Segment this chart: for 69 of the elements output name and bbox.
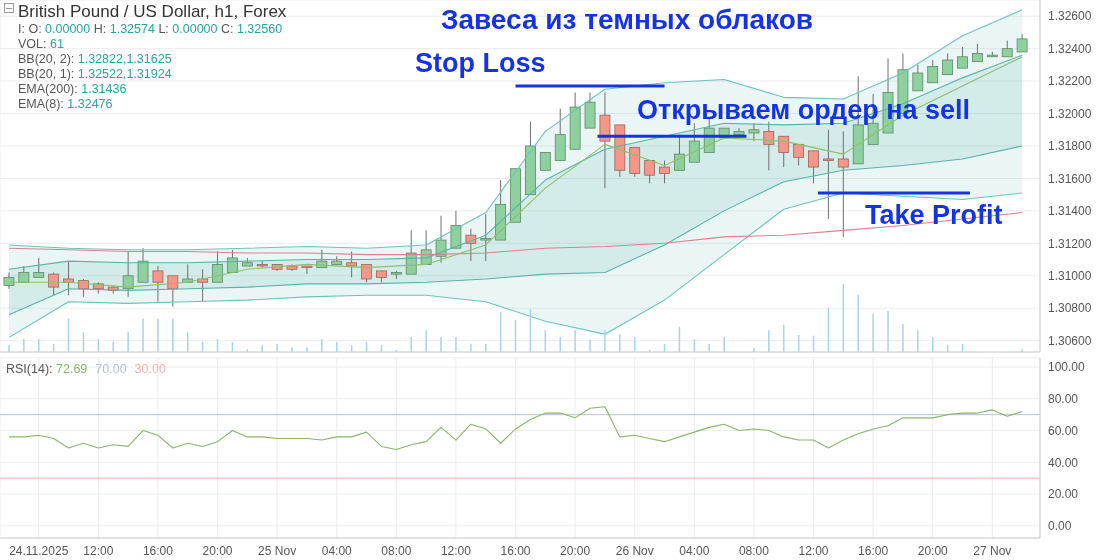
x-tick-label: 20:00: [560, 543, 591, 558]
candlestick: [927, 59, 939, 84]
y-tick-label: 60.00: [1048, 423, 1079, 438]
candlestick: [912, 64, 924, 92]
annotation: BB(20, 2): 1.32822,1.31625: [18, 52, 172, 66]
y-tick-label: 100.00: [1048, 360, 1086, 375]
candlestick: [137, 247, 149, 283]
x-tick-label: 26 Nov: [615, 543, 654, 558]
annotation: EMA(200): 1.31436: [18, 82, 127, 96]
chart-subtitle: Завеса из темных облаков: [440, 4, 814, 36]
y-tick-label: 1.31000: [1048, 269, 1092, 284]
ref-line-label: 30.00: [134, 362, 166, 376]
chart-title: British Pound / US Dollar, h1, Forex: [17, 2, 287, 22]
x-tick-label: 27 Nov: [973, 543, 1012, 558]
x-tick-label: 12:00: [798, 543, 829, 558]
candlestick: [346, 250, 358, 278]
y-tick-label: 1.31400: [1048, 204, 1092, 219]
annotation: BB(20, 1): 1.32522,1.31924: [18, 67, 172, 81]
candlestick: [778, 135, 790, 168]
candlestick: [33, 257, 45, 278]
x-tick-label: 20:00: [917, 543, 949, 558]
candlestick: [63, 260, 74, 296]
y-tick-label: 1.30600: [1048, 333, 1092, 348]
annotation: EMA(8): 1.32476: [18, 97, 113, 111]
y-tick-label: 1.32200: [1048, 74, 1092, 89]
ref-line-label: 70.00: [95, 362, 127, 376]
x-tick-label: 24.11.2025: [9, 543, 69, 558]
y-tick-label: 1.32000: [1048, 106, 1092, 121]
candlestick: [197, 268, 209, 303]
candlestick: [942, 53, 954, 76]
x-tick-label: 12:00: [83, 543, 114, 558]
y-tick-label: 1.32400: [1048, 41, 1092, 56]
candlestick: [301, 265, 313, 275]
annotation: VOL: 61: [18, 37, 64, 51]
y-tick-label: 20.00: [1048, 487, 1079, 502]
y-tick-label: 80.00: [1048, 392, 1079, 407]
x-tick-label: 16:00: [142, 543, 174, 558]
y-tick-label: 0.00: [1048, 519, 1072, 534]
x-tick-label: 04:00: [321, 543, 353, 558]
y-tick-label: 1.31600: [1048, 171, 1092, 186]
y-tick-label: 1.30800: [1048, 301, 1092, 316]
line-series: [8, 406, 1023, 451]
annotation: I: O: 0.00000 H: 1.32574 L: 0.00000 C: 1.32560: [18, 22, 283, 36]
annotation: Stop Loss: [415, 48, 546, 79]
y-tick-label: 1.32600: [1048, 9, 1092, 24]
x-tick-label: 25 Nov: [258, 543, 297, 558]
annotation: Открываем ордер на sell: [637, 95, 971, 126]
line-series: [8, 145, 1023, 316]
candlestick: [957, 46, 968, 69]
candlestick: [837, 130, 849, 238]
candlestick: [808, 150, 819, 184]
annotation: RSI(14): 72.69: [6, 362, 88, 376]
x-tick-label: 16:00: [858, 543, 889, 558]
annotation: Take Profit: [865, 200, 1003, 231]
y-tick-label: 1.31200: [1048, 236, 1092, 251]
candlestick: [152, 265, 164, 303]
x-tick-label: 20:00: [202, 543, 233, 558]
candlestick: [659, 160, 670, 184]
x-tick-label: 08:00: [381, 543, 412, 558]
candlestick: [212, 250, 223, 283]
x-tick-label: 08:00: [738, 543, 770, 558]
candlestick: [480, 213, 492, 262]
candlestick: [823, 129, 834, 220]
y-tick-label: 1.31800: [1048, 139, 1092, 154]
x-tick-label: 12:00: [440, 543, 472, 558]
y-tick-label: 40.00: [1048, 455, 1079, 470]
candlestick: [122, 250, 134, 298]
x-tick-label: 04:00: [679, 543, 710, 558]
x-tick-label: 16:00: [500, 543, 531, 558]
